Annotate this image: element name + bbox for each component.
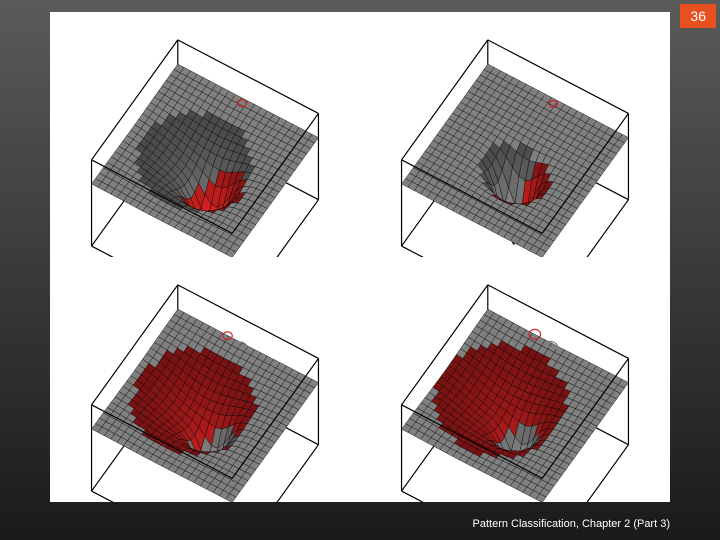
panel-top-left (50, 12, 360, 257)
footer-text: Pattern Classification, Chapter 2 (Part … (473, 518, 670, 530)
figure-grid (50, 12, 670, 502)
slide-number: 36 (680, 4, 716, 28)
panel-bottom-left (50, 257, 360, 502)
figure-content (50, 12, 670, 502)
panel-top-right (360, 12, 670, 257)
panel-bottom-right (360, 257, 670, 502)
